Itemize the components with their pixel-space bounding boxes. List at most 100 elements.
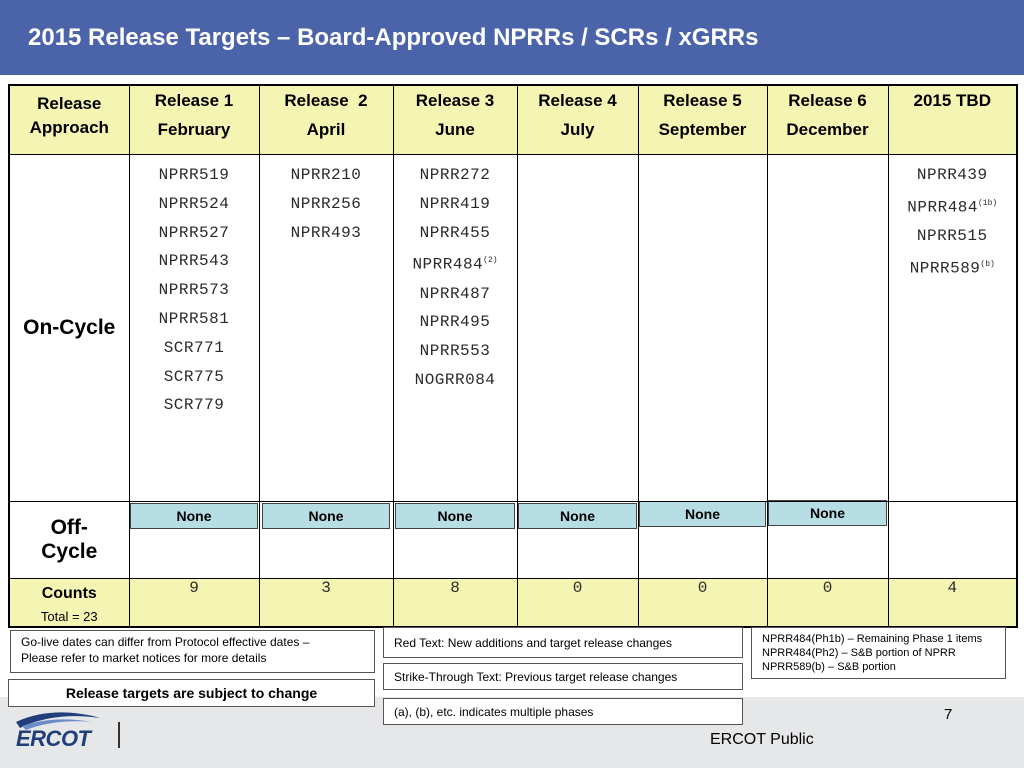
counts-row: Counts Total = 23 9 3 8 0 0 0 4 <box>8 578 1018 627</box>
phase-note-line1: NPRR484(Ph1b) – Remaining Phase 1 items <box>762 633 983 645</box>
release-1-items-cell: NPRR519 NPRR524 NPRR527 NPRR543 NPRR573 … <box>128 154 260 502</box>
header-release-name: 2015 TBD <box>913 91 991 110</box>
header-release-5: Release 5 September <box>637 84 768 155</box>
item-id: NPRR484 <box>412 255 484 274</box>
item-id: NPRR419 <box>419 194 491 213</box>
tbd-off-cycle-cell <box>887 501 1018 579</box>
list-item: NPRR519 <box>158 166 230 184</box>
release-1-off-cycle-cell: None <box>128 501 260 579</box>
list-item: NPRR455 <box>394 219 517 248</box>
list-item: NPRR493 <box>290 223 362 242</box>
item-id: NPRR484 <box>907 198 978 217</box>
strike-text-legend: Strike-Through Text: Previous target rel… <box>383 663 743 690</box>
list-item: NPRR553 <box>394 337 517 366</box>
count-tbd: 4 <box>887 578 1018 627</box>
release-3-items-cell: NPRR272 NPRR419 NPRR455 NPRR484(2) NPRR4… <box>392 154 518 502</box>
counts-label-cell: Counts Total = 23 <box>8 578 130 627</box>
none-badge: None <box>395 503 515 529</box>
phase-marker: (1b) <box>978 198 998 208</box>
item-id: NPRR589 <box>909 259 981 278</box>
table-header-row: Release Approach Release 1 February Rele… <box>8 84 1018 155</box>
release-targets-table: Release Approach Release 1 February Rele… <box>8 84 1018 628</box>
off-cycle-label-line2: Cycle <box>41 540 98 563</box>
release-6-off-cycle-cell: None <box>766 500 889 579</box>
none-badge: None <box>130 503 258 529</box>
release-1-item-list: NPRR519 NPRR524 NPRR527 NPRR543 NPRR573 … <box>130 155 259 420</box>
none-badge: None <box>262 503 390 529</box>
item-id: NPRR495 <box>419 313 491 332</box>
header-release-month: July <box>560 120 595 139</box>
page-number: 7 <box>944 706 953 723</box>
release-3-item-list: NPRR272 NPRR419 NPRR455 NPRR484(2) NPRR4… <box>394 155 517 395</box>
item-id: NPRR553 <box>419 342 491 361</box>
list-item: NPRR210 <box>290 166 362 184</box>
phases-legend: (a), (b), etc. indicates multiple phases <box>383 698 743 725</box>
tbd-items-cell: NPRR439 NPRR484(1b) NPRR515 NPRR589(b) <box>887 154 1018 502</box>
logo-swoosh-icon <box>16 712 100 730</box>
tbd-item-list: NPRR439 NPRR484(1b) NPRR515 NPRR589(b) <box>889 155 1017 283</box>
header-release-6: Release 6 December <box>766 84 889 155</box>
item-id: NPRR487 <box>419 284 491 303</box>
go-live-note: Go-live dates can differ from Protocol e… <box>10 630 375 673</box>
count-release-4: 0 <box>516 578 639 627</box>
release-2-items-cell: NPRR210 NPRR256 NPRR493 <box>258 154 394 502</box>
list-item: SCR775 <box>163 367 225 386</box>
go-live-note-line2: Please refer to market notices for more … <box>21 651 267 665</box>
ercot-logo <box>12 708 112 754</box>
phase-details-note: NPRR484(Ph1b) – Remaining Phase 1 items … <box>751 627 1006 679</box>
list-item: SCR779 <box>163 396 225 415</box>
header-approach-line1: Release <box>37 94 102 113</box>
item-id: NPRR272 <box>419 166 491 184</box>
counts-label: Counts <box>41 585 97 602</box>
release-6-items-cell <box>766 154 889 502</box>
list-item: NPRR581 <box>158 309 230 328</box>
header-release-1: Release 1 February <box>128 84 260 155</box>
header-release-name: Release 1 <box>154 91 234 110</box>
none-badge: None <box>768 500 887 526</box>
count-release-1: 9 <box>128 578 260 627</box>
count-release-6: 0 <box>766 578 889 627</box>
subject-to-change-note: Release targets are subject to change <box>8 679 375 707</box>
list-item: NPRR527 <box>158 223 230 242</box>
go-live-note-line1: Go-live dates can differ from Protocol e… <box>21 635 310 649</box>
list-item: NPRR573 <box>158 281 230 300</box>
count-release-5: 0 <box>637 578 768 627</box>
header-release-2: Release 2 April <box>258 84 394 155</box>
release-3-off-cycle-cell: None <box>392 501 518 579</box>
list-item: NPRR419 <box>394 190 517 219</box>
release-4-items-cell <box>516 154 639 502</box>
list-item: NPRR589(b) <box>889 251 1017 283</box>
release-5-off-cycle-cell: None <box>637 501 768 579</box>
header-release-month: December <box>786 120 869 139</box>
item-id: NPRR455 <box>419 223 491 242</box>
header-release-3: Release 3 June <box>392 84 518 155</box>
header-release-name: Release 3 <box>415 91 495 110</box>
logo-divider <box>118 722 120 748</box>
list-item: NPRR256 <box>290 194 362 213</box>
header-release-4: Release 4 July <box>516 84 639 155</box>
on-cycle-label: On-Cycle <box>8 154 130 502</box>
header-approach-line2: Approach <box>29 118 109 137</box>
release-5-items-cell <box>637 154 768 502</box>
item-id: NPRR515 <box>916 226 988 245</box>
list-item: NPRR484(2) <box>394 247 517 279</box>
footer-label: ERCOT Public <box>710 731 814 748</box>
on-cycle-row: On-Cycle NPRR519 NPRR524 NPRR527 NPRR543… <box>8 154 1018 502</box>
header-release-month: April <box>306 120 346 139</box>
header-2015-tbd: 2015 TBD <box>887 84 1018 155</box>
none-badge: None <box>639 501 766 527</box>
header-release-month: June <box>435 120 475 139</box>
header-release-approach: Release Approach <box>8 84 130 155</box>
counts-total: Total = 23 <box>40 609 98 624</box>
phase-note-line3: NPRR589(b) – S&B portion <box>762 661 896 673</box>
release-4-off-cycle-cell: None <box>516 501 639 579</box>
list-item: NPRR543 <box>158 252 230 271</box>
item-id: NPRR439 <box>916 166 988 184</box>
header-release-name: Release 6 <box>788 91 867 110</box>
phase-marker: (2) <box>483 256 498 266</box>
header-release-month: February <box>157 120 231 139</box>
list-item: NPRR487 <box>394 280 517 309</box>
title-banner: 2015 Release Targets – Board-Approved NP… <box>0 0 1024 75</box>
red-text-legend: Red Text: New additions and target relea… <box>383 627 743 658</box>
logo-text: ERCOT <box>16 726 91 751</box>
